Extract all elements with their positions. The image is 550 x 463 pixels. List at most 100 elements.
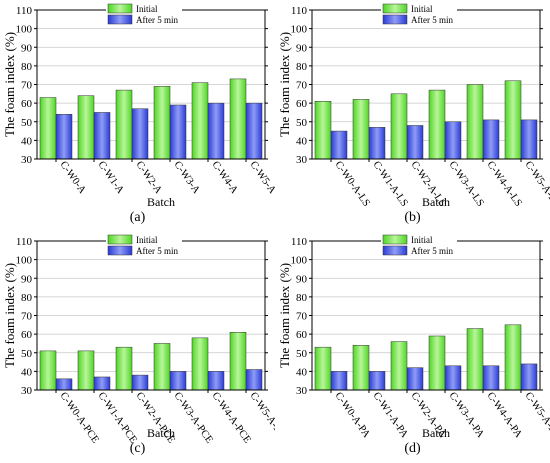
bar-after-C-W5-A <box>245 102 263 160</box>
panel-label-b: (b) <box>404 210 421 225</box>
y-tick-label: 90 <box>21 42 33 54</box>
x-axis-label: Batch <box>422 426 450 440</box>
chart-panel-d: 30 40 50 60 70 80 90 100 110 C-W0-A-PA C-W1-A-PA C-… <box>275 231 550 462</box>
bar-after-C-W4-A-LS <box>482 119 500 160</box>
legend-swatch-after <box>382 245 408 256</box>
y-tick-label: 100 <box>16 24 33 36</box>
bar-initial-C-W2-A-LS <box>390 93 408 160</box>
bar-after-C-W2-A-PCE <box>131 374 149 391</box>
x-tick-label: C-W4-A <box>210 159 240 196</box>
legend-label-after: After 5 min <box>136 246 178 256</box>
y-tick-label: 30 <box>296 385 308 397</box>
y-tick-label: 50 <box>21 117 33 129</box>
y-tick-label: 30 <box>296 154 308 166</box>
legend-label-after: After 5 min <box>136 15 178 25</box>
bar-chart-d: 30 40 50 60 70 80 90 100 110 C-W0-A-PAC-W1-A-PA C-… <box>277 234 550 440</box>
y-tick-label: 100 <box>291 24 308 36</box>
bar-initial-C-W5-A <box>229 78 247 160</box>
y-tick-label: 60 <box>296 98 308 110</box>
legend-label-initial: Initial <box>136 235 158 245</box>
bar-chart-b: 30 40 50 60 70 80 90 100 110 C-W0-A-LSC-W1-A-LS C-… <box>277 3 550 209</box>
y-tick-label: 70 <box>296 80 308 92</box>
bar-initial-C-W3-A-PA <box>428 335 446 391</box>
x-tick-label: C-W5-A-PA <box>523 390 550 440</box>
y-tick-label: 110 <box>16 5 33 17</box>
y-tick-label: 80 <box>21 61 33 73</box>
bar-chart-a: 30 40 50 60 70 80 90 100 110 C-W0-A C-W1-A C-W2-A C-… <box>2 3 275 209</box>
bar-after-C-W5-A-PCE <box>245 369 263 391</box>
bar-after-C-W3-A <box>169 104 187 160</box>
y-tick-label: 40 <box>296 135 308 147</box>
bar-after-C-W0-A-PCE <box>55 378 73 391</box>
bar-after-C-W3-A-PA <box>444 365 462 391</box>
x-tick-label: C-W5-A-LS <box>523 159 550 208</box>
legend-swatch-initial <box>382 3 408 14</box>
x-tick-label: C-W0-A-PA <box>333 390 372 440</box>
y-axis-label: The foam index (%) <box>277 263 292 368</box>
y-tick-label: 80 <box>21 292 33 304</box>
y-tick-label: 70 <box>296 311 308 323</box>
x-tick-label: C-W3-A-PCE <box>172 390 215 445</box>
x-tick-label: C-W4-A-LS <box>485 159 524 208</box>
bar-initial-C-W5-A-PA <box>504 324 522 391</box>
y-tick-label: 90 <box>296 42 308 54</box>
bar-initial-C-W5-A-LS <box>504 80 522 160</box>
y-tick-label: 40 <box>296 366 308 378</box>
legend-label-initial: Initial <box>411 4 433 14</box>
x-tick-label: C-W0-A-LS <box>333 159 372 208</box>
bar-after-C-W3-A-PCE <box>169 371 187 391</box>
bar-initial-C-W3-A <box>153 86 171 160</box>
bar-initial-C-W4-A-PA <box>466 328 484 391</box>
y-tick-label: 90 <box>296 273 308 285</box>
legend-label-after: After 5 min <box>411 246 453 256</box>
x-axis-label: Batch <box>147 195 175 209</box>
chart-panel-c: 30 40 50 60 70 80 90 100 110 C-W0-A-PCE C-W1-A-PCE… <box>0 231 275 462</box>
chart-panel-b: 30 40 50 60 70 80 90 100 110 C-W0-A-LS C-W1-A-LS C-… <box>275 0 550 231</box>
x-tick-label: C-W1-A-LS <box>371 159 410 208</box>
bar-initial-C-W4-A-PCE <box>191 337 209 391</box>
bar-initial-C-W0-A-LS <box>314 101 332 160</box>
y-tick-label: 70 <box>21 311 33 323</box>
y-tick-label: 60 <box>21 329 33 341</box>
y-axis-label: The foam index (%) <box>2 263 17 368</box>
bar-initial-C-W4-A-LS <box>466 84 484 160</box>
x-axis-label: Batch <box>422 195 450 209</box>
bar-after-C-W0-A <box>55 114 73 160</box>
y-tick-label: 90 <box>21 273 33 285</box>
bar-after-C-W0-A-LS <box>330 130 348 160</box>
x-tick-label: C-W0-A-PCE <box>58 390 101 445</box>
y-tick-label: 110 <box>16 236 33 248</box>
panel-label-d: (d) <box>404 441 421 456</box>
x-tick-label: C-W2-A <box>134 159 164 196</box>
y-tick-label: 60 <box>21 98 33 110</box>
bar-initial-C-W1-A-PA <box>352 345 370 391</box>
legend-swatch-after <box>107 14 133 25</box>
bar-after-C-W2-A-LS <box>406 125 424 160</box>
bar-after-C-W1-A-PA <box>368 371 386 391</box>
x-tick-label: C-W3-A <box>172 159 202 196</box>
bar-after-C-W5-A-LS <box>520 119 538 160</box>
x-tick-label: C-W3-A-LS <box>447 159 486 208</box>
x-tick-label: C-W1-A-PA <box>371 390 410 440</box>
bar-after-C-W2-A-PA <box>406 367 424 391</box>
legend-swatch-after <box>382 14 408 25</box>
legend-label-initial: Initial <box>136 4 158 14</box>
y-tick-label: 80 <box>296 61 308 73</box>
bar-after-C-W3-A-LS <box>444 121 462 160</box>
x-tick-label: C-W4-A-PCE <box>210 390 253 445</box>
legend-swatch-initial <box>382 234 408 245</box>
x-tick-label: C-W1-A-PCE <box>96 390 139 445</box>
bar-initial-C-W1-A-PCE <box>77 350 95 391</box>
y-tick-label: 60 <box>296 329 308 341</box>
y-tick-label: 30 <box>21 385 33 397</box>
bar-after-C-W4-A-PCE <box>207 371 225 391</box>
y-tick-label: 70 <box>21 80 33 92</box>
x-tick-label: C-W0-A <box>58 159 88 196</box>
y-tick-label: 100 <box>291 255 308 267</box>
x-axis-label: Batch <box>147 426 175 440</box>
y-tick-label: 50 <box>296 348 308 360</box>
bar-after-C-W1-A-PCE <box>93 376 111 391</box>
